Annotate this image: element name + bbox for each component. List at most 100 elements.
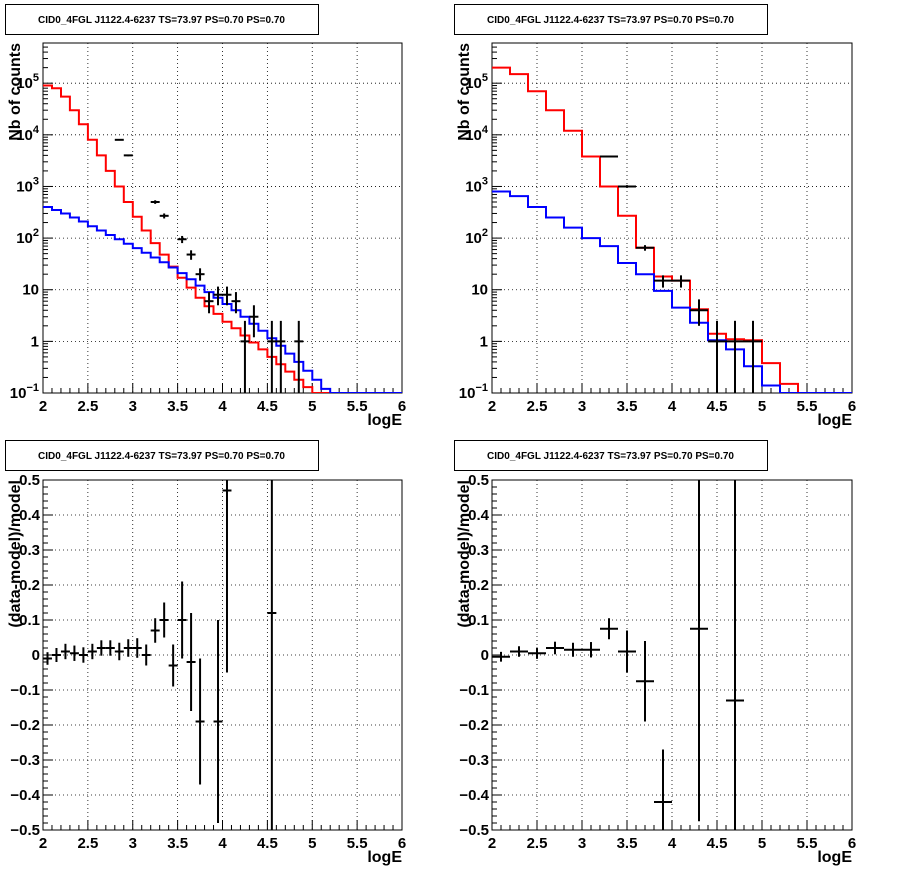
ticks: 2 2.5 3 3.5 4 4.5 5 5.5 6 −0.5 −0.4 −0.3 −0.2 −0.1 0 0.… xyxy=(10,472,406,852)
residual-point xyxy=(654,749,672,830)
data-point xyxy=(204,292,214,314)
ticks: 2 2.5 3 3.5 4 4.5 5 5.5 6 10−1 1 10 102 103 104 105 xyxy=(459,42,856,415)
data-point xyxy=(267,320,277,393)
title-box xyxy=(5,440,319,471)
data-point xyxy=(672,275,690,288)
x-tick-label: 3 xyxy=(578,398,586,415)
residual-point xyxy=(132,638,142,658)
title-box xyxy=(454,440,768,471)
residual-point xyxy=(186,613,196,711)
y-tick-label: 105 xyxy=(465,72,488,92)
x-axis-label: logE xyxy=(817,412,852,429)
residual-point xyxy=(123,639,133,657)
x-tick-label: 4 xyxy=(218,835,227,852)
x-tick-label: 6 xyxy=(848,398,856,415)
x-tick-label: 5.5 xyxy=(797,398,818,415)
x-tick-label: 3 xyxy=(129,835,137,852)
residual-point xyxy=(564,642,582,657)
data-point xyxy=(150,200,160,204)
y-axis-label: (data-model)/model xyxy=(7,480,24,628)
data-point xyxy=(294,320,304,393)
residual-point xyxy=(492,651,510,662)
data-point xyxy=(186,250,196,260)
data-layer xyxy=(492,66,852,393)
y-tick-label: 0.4 xyxy=(468,507,490,524)
data-point xyxy=(744,320,762,393)
y-tick-label: −0.5 xyxy=(10,822,40,839)
grid xyxy=(43,480,402,830)
y-tick-label: 0.5 xyxy=(19,472,40,489)
ticks: 2 2.5 3 3.5 4 4.5 5 5.5 6 10−1 1 10 102 103 104 105 xyxy=(10,42,406,415)
y-tick-label: 105 xyxy=(16,72,39,92)
y-tick-label: −0.4 xyxy=(459,787,489,804)
residual-point xyxy=(114,642,124,661)
y-tick-label: 0.4 xyxy=(19,507,41,524)
residual-point xyxy=(159,602,169,638)
residual-point xyxy=(96,640,106,656)
y-tick-label: 0 xyxy=(481,647,489,664)
data-layer xyxy=(43,84,402,393)
residual-point xyxy=(267,480,277,830)
x-tick-label: 2 xyxy=(488,835,496,852)
data-point xyxy=(159,213,169,219)
data-point xyxy=(708,320,726,393)
x-tick-label: 2 xyxy=(39,835,47,852)
data-point xyxy=(240,320,250,393)
x-tick-label: 2 xyxy=(488,398,496,415)
y-tick-label: 0.2 xyxy=(468,577,489,594)
grid xyxy=(492,480,852,830)
y-tick-label: 0.3 xyxy=(19,542,40,559)
x-tick-label: 3 xyxy=(578,835,586,852)
residual-point xyxy=(618,630,636,673)
chart-panel-2: CID0_4FGL J1122.4-6237 TS=73.97 PS=0.70 … xyxy=(454,4,856,429)
title-box xyxy=(5,4,319,35)
data-layer xyxy=(43,480,277,830)
residual-point xyxy=(690,480,708,822)
x-tick-label: 3.5 xyxy=(167,398,188,415)
x-axis-label: logE xyxy=(367,412,402,429)
y-tick-label: −0.1 xyxy=(459,682,489,699)
residual-point xyxy=(150,618,160,643)
y-tick-label: −0.1 xyxy=(10,682,40,699)
y-tick-label: 0.3 xyxy=(468,542,489,559)
data-point xyxy=(618,185,636,188)
x-tick-label: 5.5 xyxy=(347,398,368,415)
model_total-histogram xyxy=(492,66,852,393)
x-tick-label: 4 xyxy=(218,398,227,415)
data-point xyxy=(690,299,708,326)
y-tick-label: 102 xyxy=(16,227,39,247)
data-point xyxy=(231,292,241,314)
y-tick-label: 103 xyxy=(465,175,488,195)
y-tick-label: −0.3 xyxy=(459,752,489,769)
y-axis-label: Nb of counts xyxy=(456,43,473,141)
x-tick-label: 6 xyxy=(848,835,856,852)
x-tick-label: 6 xyxy=(398,398,406,415)
x-tick-label: 6 xyxy=(398,835,406,852)
residual-point xyxy=(195,658,205,785)
x-tick-label: 3 xyxy=(129,398,137,415)
y-tick-label: 0.2 xyxy=(19,577,40,594)
x-tick-label: 5.5 xyxy=(797,835,818,852)
x-tick-label: 4 xyxy=(668,398,677,415)
y-tick-label: −0.2 xyxy=(10,717,40,734)
x-tick-label: 2.5 xyxy=(527,835,548,852)
data-point xyxy=(213,286,223,306)
residual-point xyxy=(177,581,187,659)
data-layer xyxy=(492,480,744,830)
residual-point xyxy=(510,646,528,657)
residual-point xyxy=(51,648,61,662)
residual-point xyxy=(582,642,600,658)
residual-point xyxy=(141,644,151,666)
y-tick-label: 0.1 xyxy=(468,612,489,629)
y-tick-label: 10 xyxy=(471,282,488,299)
x-tick-label: 4.5 xyxy=(707,835,728,852)
x-tick-label: 5 xyxy=(758,398,766,415)
chart-panel-1: CID0_4FGL J1122.4-6237 TS=73.97 PS=0.70 … xyxy=(5,4,406,429)
residual-point xyxy=(69,645,79,661)
y-tick-label: 103 xyxy=(16,175,39,195)
y-tick-label: 10 xyxy=(22,282,39,299)
y-tick-label: 1 xyxy=(480,333,488,350)
data-point xyxy=(123,154,133,157)
y-tick-label: 10−1 xyxy=(459,382,488,402)
x-tick-label: 3.5 xyxy=(167,835,188,852)
